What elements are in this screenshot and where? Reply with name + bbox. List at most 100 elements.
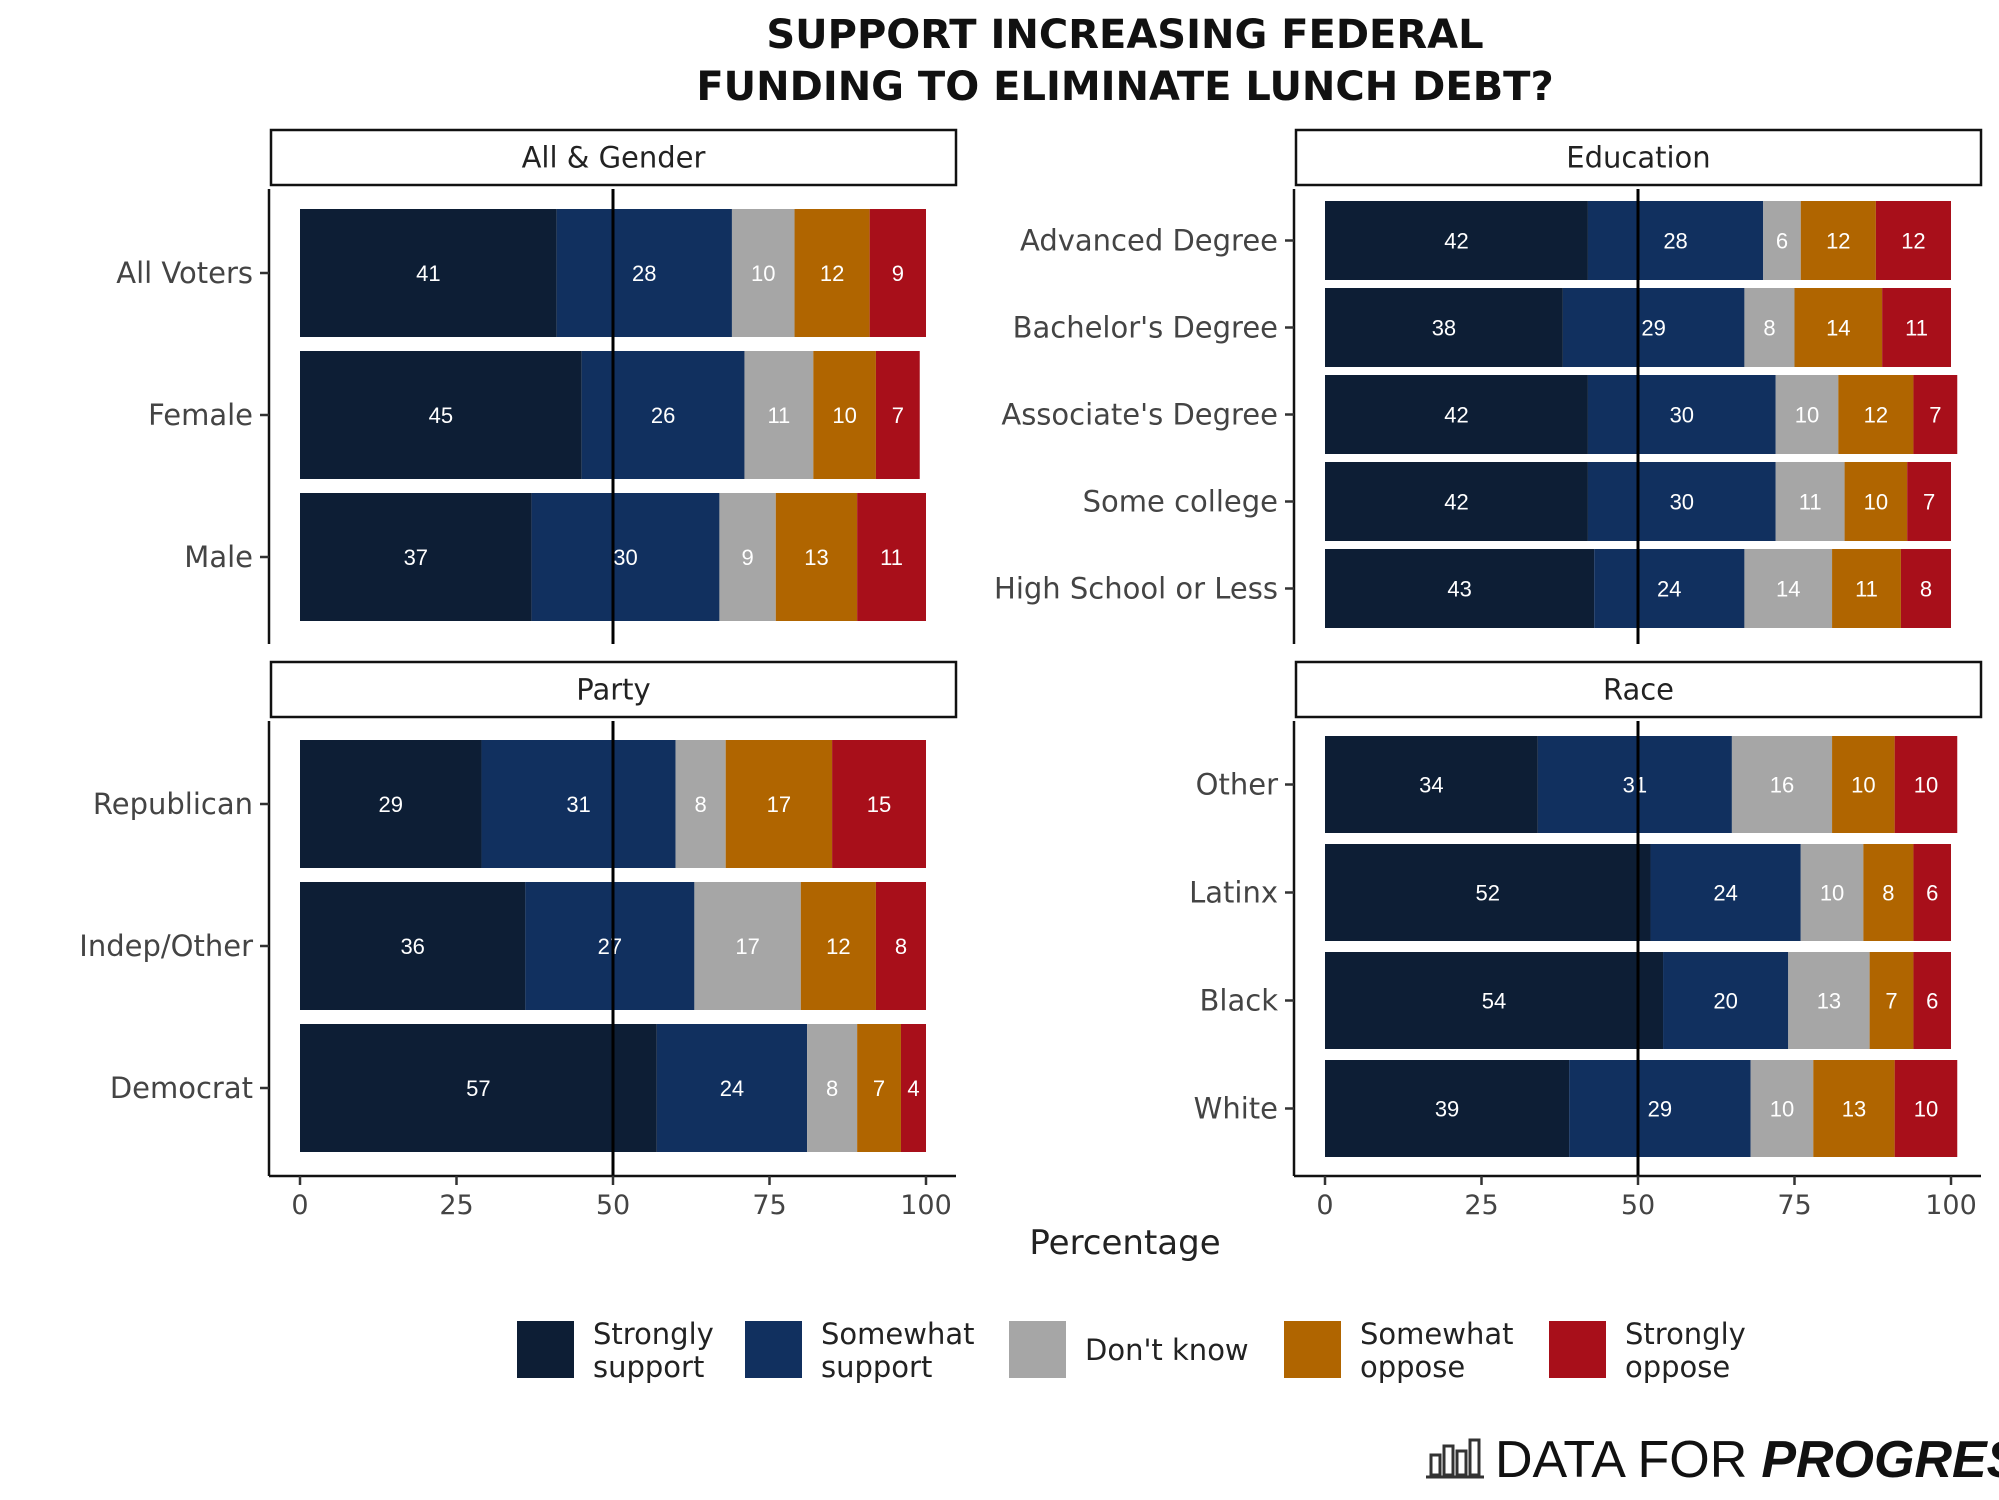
data-label: 8 [1882, 881, 1894, 906]
bar-row-associate-s-degree: 42 30 10 12 7 [1325, 375, 1958, 454]
legend-label: Strongly [593, 1317, 714, 1351]
data-label: 43 [1447, 577, 1471, 602]
legend-swatch [1009, 1321, 1066, 1378]
category-label: Latinx [1189, 876, 1278, 910]
bar-row-indep-other: 36 27 17 12 8 [300, 882, 926, 1010]
bar-segment-somewhat-support [531, 493, 720, 621]
category-label: White [1194, 1092, 1278, 1126]
data-label: 7 [873, 1076, 885, 1101]
data-label: 41 [416, 261, 440, 286]
panel-all-gender: All & Gender 41 28 10 12 9 All Voters 45 26 11 10 7… [116, 128, 958, 644]
data-label: 45 [429, 403, 453, 428]
bar-row-other: 34 31 16 10 10 [1325, 736, 1958, 833]
data-label: 6 [1926, 989, 1938, 1014]
x-tick-label: 75 [752, 1190, 786, 1221]
bar-segment-don-t-know [694, 882, 801, 1010]
bar-segment-don-t-know [1744, 549, 1833, 628]
category-label: Bachelor's Degree [1013, 311, 1278, 345]
bar-segment-somewhat-oppose [1832, 736, 1895, 833]
bar-segment-somewhat-support [1594, 549, 1745, 628]
x-tick-label: 0 [291, 1190, 308, 1221]
data-label: 8 [695, 792, 707, 817]
bar-segment-somewhat-oppose [857, 1024, 901, 1152]
legend-label: oppose [1625, 1350, 1730, 1384]
data-label: 12 [1826, 229, 1850, 254]
data-label: 11 [767, 403, 790, 428]
data-label: 16 [1770, 773, 1794, 798]
legend-label: support [593, 1350, 704, 1384]
category-label: Other [1196, 768, 1278, 802]
legend-item-don-t-know: Don't know [1009, 1321, 1249, 1378]
bar-segment-strongly-support [1325, 462, 1588, 541]
bar-segment-strongly-support [1325, 1060, 1570, 1157]
bar-segment-somewhat-oppose [1838, 375, 1914, 454]
bar-segment-don-t-know [719, 493, 776, 621]
bar-segment-somewhat-oppose [1863, 844, 1914, 941]
data-label: 29 [379, 792, 403, 817]
data-label: 34 [1419, 773, 1443, 798]
bar-segment-somewhat-oppose [1844, 462, 1908, 541]
data-label: 24 [1713, 881, 1737, 906]
bar-segment-strongly-oppose [857, 493, 926, 621]
data-label: 52 [1476, 881, 1500, 906]
bar-segment-strongly-oppose [900, 1024, 926, 1152]
brand-bold-text: PROGRESS [1761, 1431, 1999, 1489]
data-label: 8 [1920, 577, 1932, 602]
panel-strip [1294, 128, 1983, 187]
bar-segment-somewhat-oppose [1813, 1060, 1895, 1157]
bar-segment-strongly-oppose [1907, 462, 1951, 541]
x-tick-label: 50 [1621, 1190, 1655, 1221]
data-label: 13 [804, 545, 828, 570]
bar-segment-somewhat-support [1569, 1060, 1751, 1157]
category-label: Republican [93, 787, 253, 821]
data-label: 12 [826, 934, 850, 959]
bar-segment-somewhat-support [581, 351, 745, 479]
bar-segment-somewhat-oppose [1869, 952, 1914, 1049]
bar-segment-somewhat-support [556, 209, 732, 337]
bar-segment-don-t-know [731, 209, 795, 337]
bar-segment-strongly-support [1325, 201, 1588, 280]
bar-segment-don-t-know [1744, 288, 1795, 367]
bar-row-some-college: 42 30 11 10 7 [1325, 462, 1951, 541]
bar-row-black: 54 20 13 7 6 [1325, 952, 1951, 1049]
category-label: Some college [1083, 485, 1278, 519]
bar-segment-strongly-oppose [1882, 288, 1951, 367]
legend-swatch [517, 1321, 574, 1378]
bar-segment-don-t-know [1731, 736, 1833, 833]
bar-segment-somewhat-support [1587, 462, 1776, 541]
data-label: 10 [1795, 403, 1819, 428]
data-label: 10 [1820, 881, 1844, 906]
data-label: 57 [466, 1076, 490, 1101]
legend-label: Don't know [1085, 1333, 1249, 1367]
x-tick-label: 25 [1464, 1190, 1498, 1221]
bar-segment-strongly-support [300, 740, 482, 868]
bar-segment-strongly-support [1325, 549, 1595, 628]
bar-segment-strongly-support [1325, 736, 1538, 833]
bar-chart-logo-icon [1426, 1438, 1484, 1479]
bar-segment-strongly-support [1325, 288, 1563, 367]
category-label: Associate's Degree [1001, 398, 1278, 432]
data-label: 10 [1851, 773, 1875, 798]
data-label: 14 [1776, 577, 1800, 602]
data-label: 17 [735, 934, 759, 959]
bar-segment-strongly-support [1325, 844, 1651, 941]
data-label: 11 [1799, 490, 1822, 515]
bar-row-latinx: 52 24 10 8 6 [1325, 844, 1951, 941]
bar-row-male: 37 30 9 13 11 [300, 493, 926, 621]
bar-segment-strongly-support [300, 882, 526, 1010]
panel-strip [269, 128, 958, 187]
bar-segment-strongly-oppose [875, 351, 920, 479]
bar-row-high-school-or-less: 43 24 14 11 8 [1325, 549, 1951, 628]
data-label: 17 [767, 792, 791, 817]
panel-strip-label: Race [1603, 673, 1674, 707]
brand-logo: DATA FORPROGRESS [1426, 1431, 1999, 1489]
data-label: 24 [1657, 577, 1681, 602]
bar-segment-somewhat-support [656, 1024, 808, 1152]
bar-segment-strongly-support [1325, 952, 1664, 1049]
bar-segment-somewhat-oppose [794, 209, 870, 337]
data-label: 11 [1855, 577, 1878, 602]
bar-segment-somewhat-oppose [1832, 549, 1901, 628]
bar-segment-somewhat-support [1537, 736, 1732, 833]
category-label: Male [184, 540, 253, 574]
